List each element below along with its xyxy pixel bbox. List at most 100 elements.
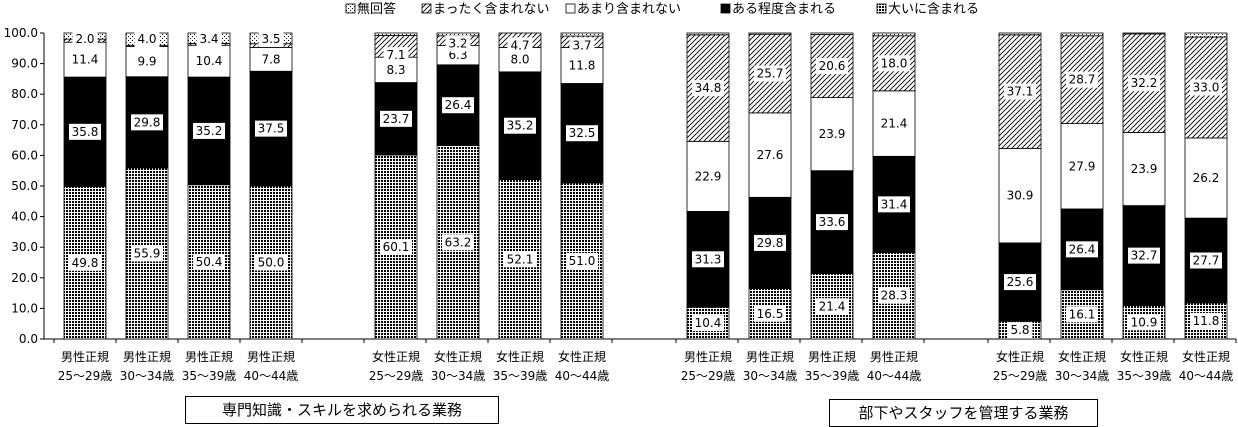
data-label-bg bbox=[1128, 75, 1160, 92]
data-label: 20.6 bbox=[819, 59, 846, 73]
data-label-bg bbox=[1066, 306, 1098, 323]
data-label: 26.2 bbox=[1193, 171, 1220, 185]
data-label-bg bbox=[1004, 274, 1036, 291]
legend-label: まったく含まれない bbox=[433, 1, 549, 17]
y-tick-label: 90.0 bbox=[11, 57, 38, 71]
data-label-bg bbox=[255, 254, 287, 271]
category-label-line2: 30～34歳 bbox=[431, 369, 486, 383]
bar-stack-4: 50.0 37.5 7.8 3.5 bbox=[249, 31, 293, 340]
data-label: 32.5 bbox=[569, 126, 596, 140]
category-label-line2: 40～44歳 bbox=[1179, 369, 1234, 383]
data-label: 35.2 bbox=[196, 124, 223, 138]
data-label-bg bbox=[816, 298, 848, 315]
data-label: 52.1 bbox=[507, 252, 534, 266]
bar-stack-16: 11.8 27.7 26.2 33.0 bbox=[1184, 32, 1228, 340]
y-tick-label: 50.0 bbox=[11, 179, 38, 193]
bar-segment-noanswer bbox=[1184, 32, 1228, 38]
category-label-line1: 女性正規 bbox=[496, 349, 544, 364]
category-label-line1: 男性正規 bbox=[123, 349, 171, 364]
y-tick-label: 30.0 bbox=[11, 240, 38, 254]
data-label: 23.7 bbox=[383, 112, 410, 126]
data-label-bg bbox=[442, 97, 474, 114]
bar-segment-noanswer bbox=[1060, 32, 1104, 37]
legend-label: あまり含まれない bbox=[577, 1, 681, 17]
data-label-bg bbox=[754, 147, 786, 164]
data-label: 22.9 bbox=[695, 169, 722, 183]
category-label-line1: 男性正規 bbox=[684, 349, 732, 364]
category-label-line2: 35～39歳 bbox=[182, 369, 237, 383]
data-label: 34.8 bbox=[695, 81, 722, 95]
data-label: 37.5 bbox=[258, 122, 285, 136]
data-label: 29.8 bbox=[134, 115, 161, 129]
bar-stack-7: 52.1 35.2 8.04.7 bbox=[498, 32, 542, 340]
data-label-bg bbox=[442, 234, 474, 251]
category-label-line1: 男性正規 bbox=[808, 349, 856, 364]
category-label-line2: 25～29歳 bbox=[369, 369, 424, 383]
bar-segment-noanswer bbox=[1122, 32, 1166, 35]
data-label-bg bbox=[1004, 83, 1036, 100]
data-label-bg bbox=[692, 168, 724, 185]
data-label-bg bbox=[380, 110, 412, 127]
category-label-line2: 40～44歳 bbox=[244, 369, 299, 383]
bar-segment-noanswer bbox=[998, 32, 1042, 36]
data-label-bg bbox=[566, 252, 598, 269]
legend-swatch bbox=[345, 3, 356, 14]
category-label-line1: 女性正規 bbox=[372, 349, 420, 364]
data-label-bg bbox=[504, 117, 536, 134]
data-label-bg bbox=[692, 251, 724, 268]
y-axis: 0.0 10.0 20.0 30.0 40.0 50.0 60.0 70.0 80.0 90.0 1… bbox=[4, 26, 1237, 346]
group-label-expertise: 専門知識・スキルを求められる業務 bbox=[185, 396, 499, 424]
data-label: 10.4 bbox=[196, 54, 223, 68]
bar-stack-2: 55.9 29.8 9.9 4.0 bbox=[125, 31, 169, 340]
data-label-bg bbox=[816, 58, 848, 75]
data-label: 32.7 bbox=[1131, 249, 1158, 263]
data-label: 31.4 bbox=[881, 197, 908, 211]
data-label-bg bbox=[380, 239, 412, 256]
category-label-line2: 25～29歳 bbox=[681, 369, 736, 383]
category-label-line1: 女性正規 bbox=[1058, 349, 1106, 364]
y-tick-label: 100.0 bbox=[4, 26, 38, 40]
data-label-bg bbox=[258, 51, 284, 68]
data-label-bg bbox=[1004, 187, 1036, 204]
bar-stack-8: 51.0 32.5 11.8 3.7 bbox=[560, 32, 604, 340]
data-label: 11.4 bbox=[72, 53, 99, 67]
data-label: 30.9 bbox=[1007, 189, 1034, 203]
data-label-bg bbox=[754, 305, 786, 322]
data-label-bg bbox=[692, 80, 724, 97]
data-label: 50.0 bbox=[258, 256, 285, 270]
data-label: 3.5 bbox=[261, 32, 280, 46]
data-label: 7.1 bbox=[386, 48, 405, 62]
y-tick-label: 80.0 bbox=[11, 87, 38, 101]
legend-swatch bbox=[876, 3, 887, 14]
data-label-bg bbox=[816, 214, 848, 231]
data-label: 16.5 bbox=[757, 307, 784, 321]
data-label-bg bbox=[134, 53, 160, 70]
data-label: 29.8 bbox=[757, 236, 784, 250]
data-label: 3.2 bbox=[448, 37, 467, 51]
bar-stack-11: 21.4 33.6 23.9 20.6 bbox=[810, 32, 854, 340]
category-label-line1: 女性正規 bbox=[1120, 349, 1168, 364]
data-label: 33.6 bbox=[819, 215, 846, 229]
y-tick-label: 70.0 bbox=[11, 118, 38, 132]
category-label-line1: 女性正規 bbox=[558, 349, 606, 364]
bar-stack-1: 49.8 35.8 11.4 2.0 bbox=[63, 31, 107, 340]
data-label-bg bbox=[383, 47, 409, 64]
data-label: 18.0 bbox=[881, 56, 908, 70]
data-label-bg bbox=[507, 37, 533, 54]
data-label-bg bbox=[1066, 158, 1098, 175]
category-label-line1: 男性正規 bbox=[870, 349, 918, 364]
data-label: 8.3 bbox=[386, 63, 405, 77]
data-label: 35.2 bbox=[507, 119, 534, 133]
legend-swatch bbox=[565, 3, 576, 14]
data-label: 21.4 bbox=[881, 117, 908, 131]
y-tick-label: 20.0 bbox=[11, 271, 38, 285]
data-label: 35.8 bbox=[72, 125, 99, 139]
category-label-line2: 25～29歳 bbox=[993, 369, 1048, 383]
data-label-bg bbox=[69, 51, 101, 68]
category-label-line2: 35～39歳 bbox=[493, 369, 548, 383]
data-label-bg bbox=[507, 51, 533, 68]
data-label: 16.1 bbox=[1069, 307, 1096, 321]
data-label-bg bbox=[131, 245, 163, 262]
data-label-bg bbox=[131, 114, 163, 131]
data-label: 4.7 bbox=[510, 38, 529, 52]
